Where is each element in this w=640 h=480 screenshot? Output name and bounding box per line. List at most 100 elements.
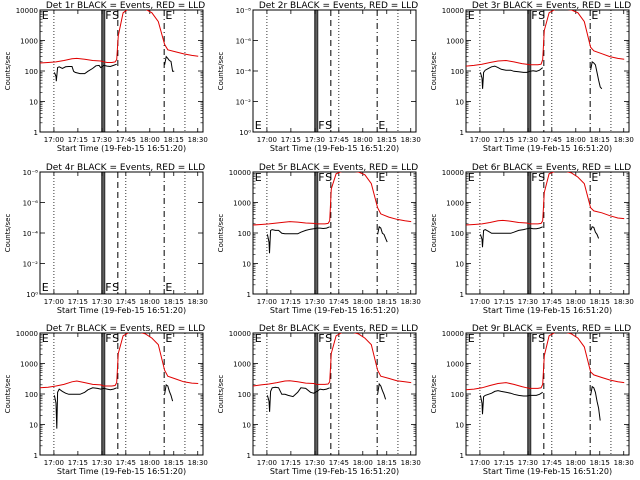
event-marker-E: E bbox=[591, 9, 598, 22]
panel-det-7r: Det 7r BLACK = Events, RED = LLD 17:00 17:… bbox=[4, 324, 208, 476]
plot-frame bbox=[252, 332, 417, 456]
y-tick-label: 1 bbox=[34, 129, 38, 137]
panel-title: Det 7r BLACK = Events, RED = LLD bbox=[46, 324, 205, 334]
x-tick-label: 18:00 bbox=[140, 298, 160, 306]
panel-det-3r: Det 3r BLACK = Events, RED = LLD 17:00 17:… bbox=[430, 1, 634, 153]
event-marker-S: S bbox=[325, 171, 332, 184]
event-marker-E: E bbox=[378, 119, 385, 132]
event-marker-E: E bbox=[165, 332, 172, 345]
y-tick-label: 10000 bbox=[229, 330, 251, 338]
x-axis-label: Start Time (19-Feb-15 16:51:20) bbox=[483, 467, 612, 476]
x-tick-label: 17:45 bbox=[542, 459, 562, 467]
y-tick-label: 100 bbox=[238, 391, 251, 399]
y-tick-label: 1 bbox=[460, 291, 464, 299]
y-tick-label: 10⁻² bbox=[236, 99, 252, 107]
x-tick-label: 17:00 bbox=[44, 298, 64, 306]
y-tick-label: 10⁻⁸ bbox=[236, 7, 252, 15]
y-tick-label: 1000 bbox=[233, 361, 251, 369]
x-tick-label: 17:00 bbox=[257, 459, 277, 467]
event-marker-F: F bbox=[318, 332, 324, 345]
event-marker-F: F bbox=[318, 119, 324, 132]
x-tick-label: 17:30 bbox=[92, 459, 112, 467]
panel-det-5r: Det 5r BLACK = Events, RED = LLD 17:00 17:… bbox=[217, 163, 421, 315]
panel-title: Det 4r BLACK = Events, RED = LLD bbox=[46, 163, 205, 173]
y-tick-label: 10⁻⁴ bbox=[236, 68, 252, 76]
event-marker-F: F bbox=[105, 9, 111, 22]
event-marker-F: F bbox=[318, 171, 324, 184]
y-axis-label: Counts/sec bbox=[4, 52, 12, 91]
event-marker-S: S bbox=[325, 119, 332, 132]
x-tick-label: 18:00 bbox=[140, 459, 160, 467]
x-axis-label: Start Time (19-Feb-15 16:51:20) bbox=[270, 144, 399, 153]
y-axis-label: Counts/sec bbox=[4, 375, 12, 414]
y-tick-label: 100 bbox=[238, 230, 251, 238]
y-tick-label: 10 bbox=[455, 422, 464, 430]
x-tick-label: 18:00 bbox=[353, 459, 373, 467]
y-axis-label: Counts/sec bbox=[430, 214, 438, 253]
y-tick-label: 10 bbox=[29, 99, 38, 107]
x-tick-label: 17:30 bbox=[305, 459, 325, 467]
event-marker-E: E bbox=[591, 171, 598, 184]
x-tick-label: 18:15 bbox=[377, 459, 397, 467]
panel-det-6r: Det 6r BLACK = Events, RED = LLD 17:00 17:… bbox=[430, 163, 634, 315]
y-axis-label: Counts/sec bbox=[430, 375, 438, 414]
x-tick-label: 17:15 bbox=[281, 136, 301, 144]
event-marker-E: E bbox=[468, 171, 475, 184]
y-tick-label: 10 bbox=[455, 261, 464, 269]
plot-frame bbox=[39, 332, 204, 456]
x-tick-label: 17:15 bbox=[494, 298, 514, 306]
y-tick-label: 1000 bbox=[20, 38, 38, 46]
panel-det-4r: Det 4r BLACK = Events, RED = LLD 17:00 17:… bbox=[4, 163, 208, 315]
y-tick-label: 100 bbox=[451, 230, 464, 238]
event-marker-S: S bbox=[538, 9, 545, 22]
events-series-line-late bbox=[590, 385, 601, 421]
y-tick-label: 10⁻⁸ bbox=[23, 169, 39, 177]
x-tick-label: 17:45 bbox=[329, 136, 349, 144]
event-marker-F: F bbox=[105, 332, 111, 345]
plot-frame bbox=[252, 171, 417, 295]
x-tick-label: 17:45 bbox=[542, 136, 562, 144]
x-axis-label: Start Time (19-Feb-15 16:51:20) bbox=[483, 144, 612, 153]
panel-det-8r: Det 8r BLACK = Events, RED = LLD 17:00 17:… bbox=[217, 324, 421, 476]
y-tick-label: 1 bbox=[460, 129, 464, 137]
y-tick-label: 10000 bbox=[16, 330, 38, 338]
y-tick-label: 1 bbox=[460, 452, 464, 460]
x-axis-label: Start Time (19-Feb-15 16:51:20) bbox=[57, 306, 186, 315]
x-tick-label: 18:30 bbox=[188, 136, 208, 144]
x-tick-label: 17:15 bbox=[494, 136, 514, 144]
events-series-line bbox=[479, 390, 543, 415]
event-marker-S: S bbox=[112, 332, 119, 345]
event-marker-F: F bbox=[531, 9, 537, 22]
x-tick-label: 18:00 bbox=[140, 136, 160, 144]
y-tick-label: 10 bbox=[242, 261, 251, 269]
events-series-line-late bbox=[377, 225, 388, 243]
event-marker-S: S bbox=[112, 281, 119, 294]
x-tick-label: 18:00 bbox=[353, 136, 373, 144]
y-axis-label: Counts/sec bbox=[217, 375, 225, 414]
event-marker-E: E bbox=[468, 332, 475, 345]
y-tick-label: 10⁻⁶ bbox=[23, 200, 39, 208]
y-tick-label: 10 bbox=[29, 422, 38, 430]
x-tick-label: 17:15 bbox=[68, 298, 88, 306]
events-series-line bbox=[53, 387, 117, 429]
x-tick-label: 17:30 bbox=[518, 298, 538, 306]
y-tick-label: 10⁻² bbox=[23, 261, 39, 269]
event-marker-S: S bbox=[112, 9, 119, 22]
x-tick-label: 17:00 bbox=[44, 136, 64, 144]
panel-title: Det 1r BLACK = Events, RED = LLD bbox=[46, 1, 205, 11]
event-marker-E: E bbox=[378, 332, 385, 345]
x-axis-label: Start Time (19-Feb-15 16:51:20) bbox=[483, 306, 612, 315]
plot-frame bbox=[39, 171, 204, 295]
lld-series-line bbox=[466, 333, 625, 391]
lld-series-line bbox=[40, 333, 199, 389]
y-tick-label: 1 bbox=[34, 452, 38, 460]
event-marker-E: E bbox=[42, 281, 49, 294]
x-tick-label: 18:30 bbox=[188, 298, 208, 306]
events-series-line bbox=[266, 226, 330, 254]
y-tick-label: 10 bbox=[242, 422, 251, 430]
x-tick-label: 18:30 bbox=[401, 298, 421, 306]
x-tick-label: 18:15 bbox=[377, 136, 397, 144]
events-series-line-late bbox=[377, 382, 387, 400]
x-tick-label: 17:15 bbox=[68, 136, 88, 144]
x-tick-label: 17:30 bbox=[92, 298, 112, 306]
